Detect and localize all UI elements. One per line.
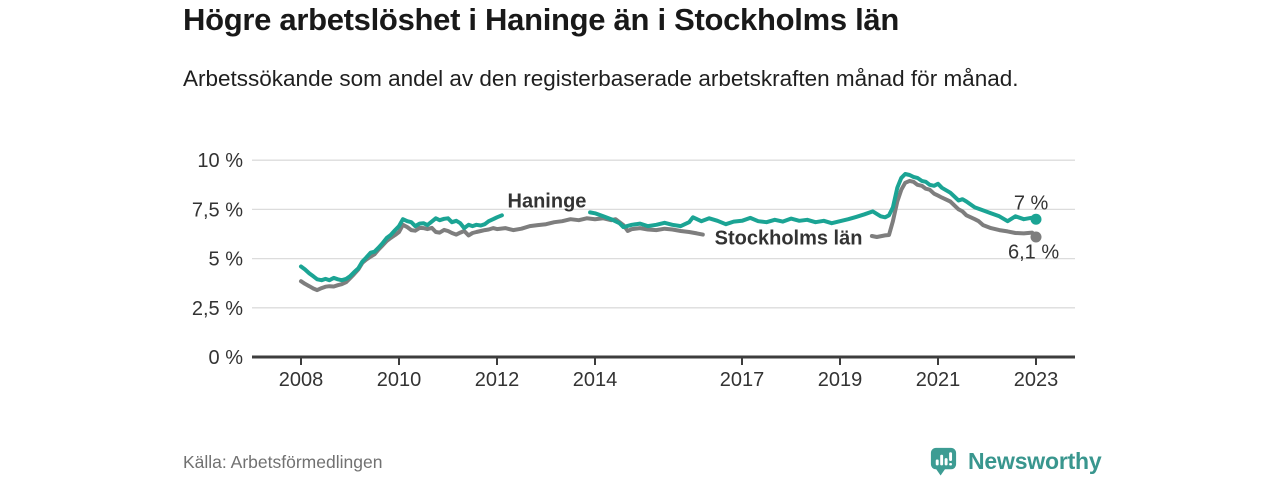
bar-chart-speech-bubble-icon [928, 445, 959, 477]
haninge-line [299, 213, 504, 283]
x-axis-label: 2023 [1014, 369, 1059, 391]
y-axis-label: 10 % [197, 150, 243, 172]
y-axis-label: 7,5 % [192, 199, 243, 221]
y-axis-label: 2,5 % [192, 298, 243, 320]
y-axis-label: 5 % [209, 249, 244, 271]
stockholms-lan-endpoint-dot [1030, 231, 1042, 243]
x-axis-label: 2008 [279, 369, 324, 391]
source-note: Källa: Arbetsförmedlingen [183, 452, 383, 472]
haninge-line [588, 172, 1038, 230]
chart-subtitle: Arbetssökande som andel av den registerb… [183, 66, 1019, 91]
y-axis-label: 0 % [209, 347, 244, 369]
stockholms-lan-line [299, 216, 705, 293]
stockholms-lan-end-value-label: 6,1 % [1008, 242, 1059, 264]
x-axis-label: 2017 [720, 369, 765, 391]
stockholms-lan-series-label: Stockholms län [715, 227, 863, 249]
newsworthy-logo: Newsworthy [928, 445, 1102, 477]
x-axis-label: 2021 [916, 369, 961, 391]
page-title: Högre arbetslöshet i Haninge än i Stockh… [183, 2, 899, 37]
x-axis-label: 2010 [377, 369, 422, 391]
logo-wordmark: Newsworthy [968, 447, 1102, 474]
haninge-endpoint-dot [1030, 213, 1042, 225]
haninge-series-label: Haninge [508, 191, 587, 213]
x-axis-label: 2014 [573, 369, 618, 391]
stockholms-lan-line [869, 178, 1038, 239]
x-axis-label: 2019 [818, 369, 863, 391]
x-axis-label: 2012 [475, 369, 520, 391]
haninge-end-value-label: 7 % [1014, 193, 1049, 215]
